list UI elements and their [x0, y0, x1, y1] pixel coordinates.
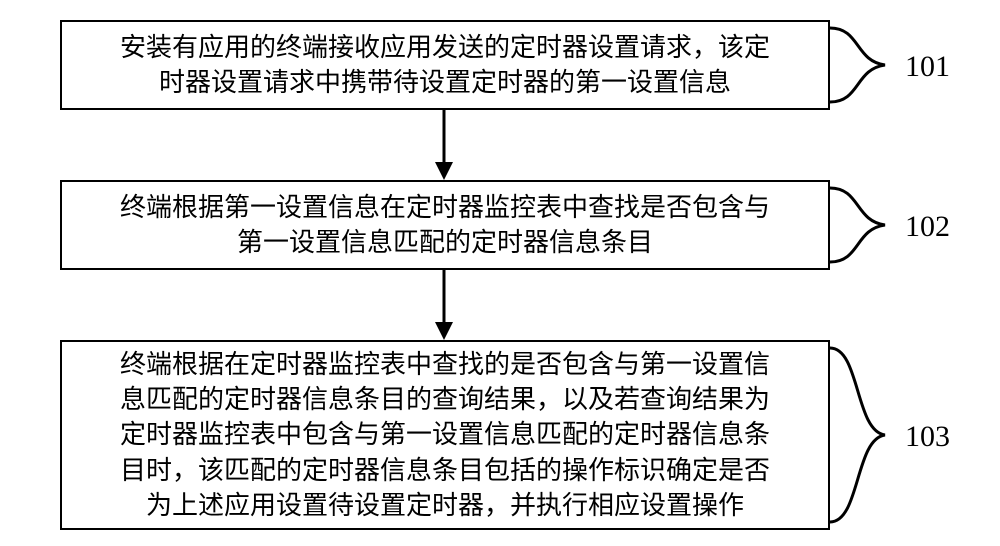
- brace-1: [830, 24, 900, 106]
- brace-2: [830, 184, 900, 266]
- step-label-3: 103: [905, 420, 950, 454]
- flow-node-2-text: 终端根据第一设置信息在定时器监控表中查找是否包含与 第一设置信息匹配的定时器信息…: [120, 190, 770, 260]
- flow-node-1-text: 安装有应用的终端接收应用发送的定时器设置请求，该定 时器设置请求中携带待设置定时…: [120, 30, 770, 100]
- brace-3: [830, 344, 900, 526]
- arrow-1: [433, 110, 455, 180]
- step-label-2: 102: [905, 210, 950, 244]
- flow-node-3: 终端根据在定时器监控表中查找的是否包含与第一设置信 息匹配的定时器信息条目的查询…: [60, 340, 830, 530]
- flow-node-1: 安装有应用的终端接收应用发送的定时器设置请求，该定 时器设置请求中携带待设置定时…: [60, 20, 830, 110]
- flow-node-3-text: 终端根据在定时器监控表中查找的是否包含与第一设置信 息匹配的定时器信息条目的查询…: [120, 347, 770, 522]
- arrow-2: [433, 270, 455, 340]
- flowchart-canvas: 安装有应用的终端接收应用发送的定时器设置请求，该定 时器设置请求中携带待设置定时…: [0, 0, 1000, 546]
- flow-node-2: 终端根据第一设置信息在定时器监控表中查找是否包含与 第一设置信息匹配的定时器信息…: [60, 180, 830, 270]
- step-label-1: 101: [905, 50, 950, 84]
